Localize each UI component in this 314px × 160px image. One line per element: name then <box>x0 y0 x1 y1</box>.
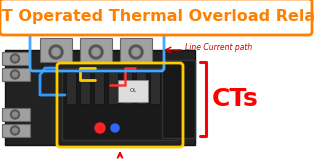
Bar <box>122 72 132 104</box>
Bar <box>120 38 152 62</box>
Bar <box>66 72 76 104</box>
Text: Line Current path: Line Current path <box>185 43 252 52</box>
Bar <box>108 72 118 104</box>
Bar <box>5 50 195 145</box>
Bar <box>136 72 146 104</box>
Circle shape <box>95 123 105 133</box>
Circle shape <box>10 70 19 79</box>
Text: CTs: CTs <box>212 87 259 111</box>
Circle shape <box>92 48 100 56</box>
Bar <box>62 68 177 140</box>
Circle shape <box>132 48 140 56</box>
Text: CT Operated Thermal Overload Relay: CT Operated Thermal Overload Relay <box>0 9 314 24</box>
Circle shape <box>13 72 18 77</box>
Circle shape <box>52 48 60 56</box>
Circle shape <box>111 124 119 132</box>
Circle shape <box>10 54 19 63</box>
Bar <box>80 72 90 104</box>
Circle shape <box>13 56 18 61</box>
Text: OL: OL <box>129 88 137 93</box>
Circle shape <box>129 45 143 59</box>
Bar <box>2 108 30 121</box>
Bar <box>40 38 72 62</box>
Bar <box>2 68 30 81</box>
Bar <box>2 124 30 137</box>
Bar <box>94 72 104 104</box>
Bar <box>150 72 160 104</box>
Bar <box>2 52 30 65</box>
Circle shape <box>49 45 63 59</box>
Circle shape <box>10 126 19 135</box>
Circle shape <box>89 45 103 59</box>
FancyBboxPatch shape <box>0 0 312 35</box>
Bar <box>162 60 195 138</box>
Bar <box>80 38 112 62</box>
Circle shape <box>13 128 18 133</box>
Bar <box>118 80 148 102</box>
Circle shape <box>13 112 18 117</box>
Circle shape <box>10 110 19 119</box>
